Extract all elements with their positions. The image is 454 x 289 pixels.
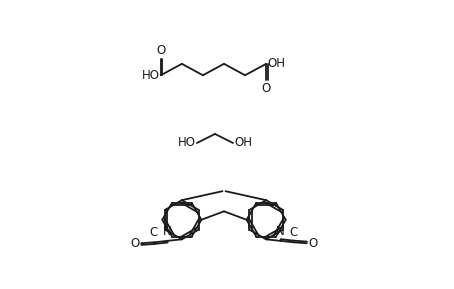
Text: N: N — [163, 225, 172, 238]
Text: OH: OH — [267, 57, 286, 70]
Text: OH: OH — [234, 136, 252, 149]
Text: O: O — [131, 237, 140, 250]
Text: O: O — [156, 44, 165, 57]
Text: C: C — [150, 226, 158, 239]
Text: O: O — [308, 237, 317, 250]
Text: C: C — [290, 226, 298, 239]
Text: HO: HO — [178, 136, 196, 149]
Text: HO: HO — [142, 69, 159, 82]
Text: N: N — [276, 225, 285, 238]
Text: O: O — [262, 82, 271, 95]
